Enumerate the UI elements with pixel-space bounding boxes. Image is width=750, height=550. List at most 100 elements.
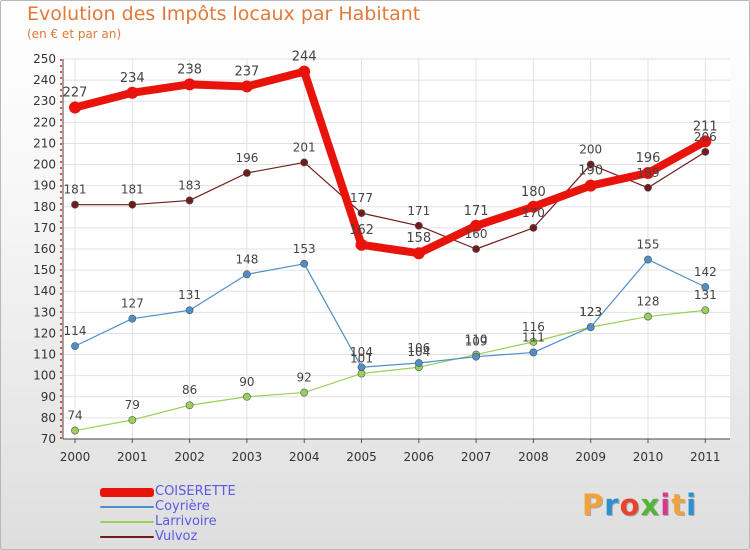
data-point xyxy=(529,337,538,346)
y-tick-label: 220 xyxy=(33,115,56,129)
y-tick-label: 180 xyxy=(33,200,56,214)
data-point xyxy=(128,314,137,323)
data-label: 206 xyxy=(694,130,717,144)
data-point xyxy=(69,101,81,114)
data-point xyxy=(240,80,253,93)
data-label: 201 xyxy=(293,140,316,154)
legend-label: COISERETTE xyxy=(155,484,236,499)
data-label: 74 xyxy=(67,409,82,423)
y-tick-label: 240 xyxy=(33,73,56,87)
data-label: 158 xyxy=(406,231,431,246)
data-label: 110 xyxy=(465,333,488,347)
y-tick-label: 200 xyxy=(33,158,56,172)
x-tick-label: 2000 xyxy=(60,450,91,464)
data-point xyxy=(71,342,79,351)
chart-subtitle: (en € et par an) xyxy=(27,27,122,41)
data-point xyxy=(128,416,137,424)
legend-swatch xyxy=(100,521,154,523)
y-tick-label: 190 xyxy=(33,179,56,193)
y-tick-label: 70 xyxy=(41,432,56,446)
y-tick-label: 90 xyxy=(41,390,56,404)
data-point xyxy=(470,219,483,232)
x-tick-label: 2002 xyxy=(174,450,205,464)
legend-item: Vulvoz xyxy=(100,529,360,544)
data-point xyxy=(644,312,652,321)
data-label: 86 xyxy=(182,383,197,397)
y-tick-label: 110 xyxy=(33,348,56,362)
data-point xyxy=(183,78,196,91)
logo-letter: P xyxy=(582,488,605,522)
data-point xyxy=(355,238,368,251)
x-tick-label: 2006 xyxy=(404,450,435,464)
data-point xyxy=(414,359,423,367)
data-label: 160 xyxy=(465,227,488,241)
data-point xyxy=(242,169,251,177)
data-label: 90 xyxy=(239,375,254,389)
data-label: 227 xyxy=(63,86,88,101)
data-label: 116 xyxy=(522,320,545,334)
data-label: 171 xyxy=(407,204,430,218)
data-point xyxy=(185,401,194,410)
data-point xyxy=(527,200,540,213)
series-line-coyrière xyxy=(74,258,706,368)
data-label: 111 xyxy=(522,330,545,344)
data-point xyxy=(357,363,366,372)
x-tick-label: 2003 xyxy=(232,450,263,464)
data-point xyxy=(699,135,712,148)
data-point xyxy=(298,65,311,78)
data-label: 170 xyxy=(522,206,545,220)
data-label: 114 xyxy=(64,324,87,338)
logo-letter: o xyxy=(619,488,641,522)
proxiti-logo: Proxiti xyxy=(582,488,697,522)
x-tick-label: 2010 xyxy=(633,450,664,464)
x-tick-label: 2009 xyxy=(575,450,606,464)
data-label: 196 xyxy=(235,151,258,165)
data-point xyxy=(644,255,652,264)
chart-title: Evolution des Impôts locaux par Habitant xyxy=(27,3,421,25)
data-point xyxy=(300,158,309,167)
x-tick-label: 2001 xyxy=(117,450,148,464)
data-point xyxy=(586,323,595,332)
data-point xyxy=(128,200,137,209)
data-label: 153 xyxy=(293,242,316,256)
logo-letter: t xyxy=(671,488,687,522)
data-point xyxy=(126,86,139,99)
data-label: 180 xyxy=(521,185,546,200)
data-label: 189 xyxy=(637,166,660,180)
data-label: 79 xyxy=(125,398,140,412)
data-point xyxy=(584,179,597,192)
legend-label: Coyrière xyxy=(155,499,210,514)
logo-letter: i xyxy=(660,488,672,522)
y-tick-label: 150 xyxy=(33,263,56,277)
series-line-larrivoire xyxy=(74,309,706,432)
x-tick-label: 2011 xyxy=(690,450,721,464)
legend-swatch xyxy=(100,506,154,508)
data-label: 142 xyxy=(694,265,717,279)
data-label: 237 xyxy=(234,64,259,79)
data-point xyxy=(300,259,309,268)
x-tick-label: 2004 xyxy=(289,450,320,464)
data-point xyxy=(242,392,251,401)
data-label: 238 xyxy=(177,62,202,77)
series-line-coiserette xyxy=(71,67,710,258)
logo-letter: x xyxy=(640,488,661,522)
data-label: 109 xyxy=(465,335,488,349)
data-point xyxy=(472,245,480,253)
data-point xyxy=(586,160,595,169)
data-point xyxy=(412,247,425,260)
data-label: 244 xyxy=(292,50,317,65)
legend-item: Coyrière xyxy=(100,499,360,514)
data-point xyxy=(644,183,652,192)
logo-letter: i xyxy=(686,488,698,522)
data-point xyxy=(300,388,309,397)
data-label: 123 xyxy=(579,305,602,319)
y-tick-label: 250 xyxy=(33,52,56,66)
x-tick-label: 2008 xyxy=(518,450,549,464)
data-label: 131 xyxy=(694,288,717,302)
x-tick-label: 2005 xyxy=(346,450,377,464)
data-point xyxy=(414,221,423,230)
y-tick-label: 120 xyxy=(33,326,56,340)
legend-item: Larrivoire xyxy=(100,514,360,529)
legend-label: Vulvoz xyxy=(155,529,198,544)
